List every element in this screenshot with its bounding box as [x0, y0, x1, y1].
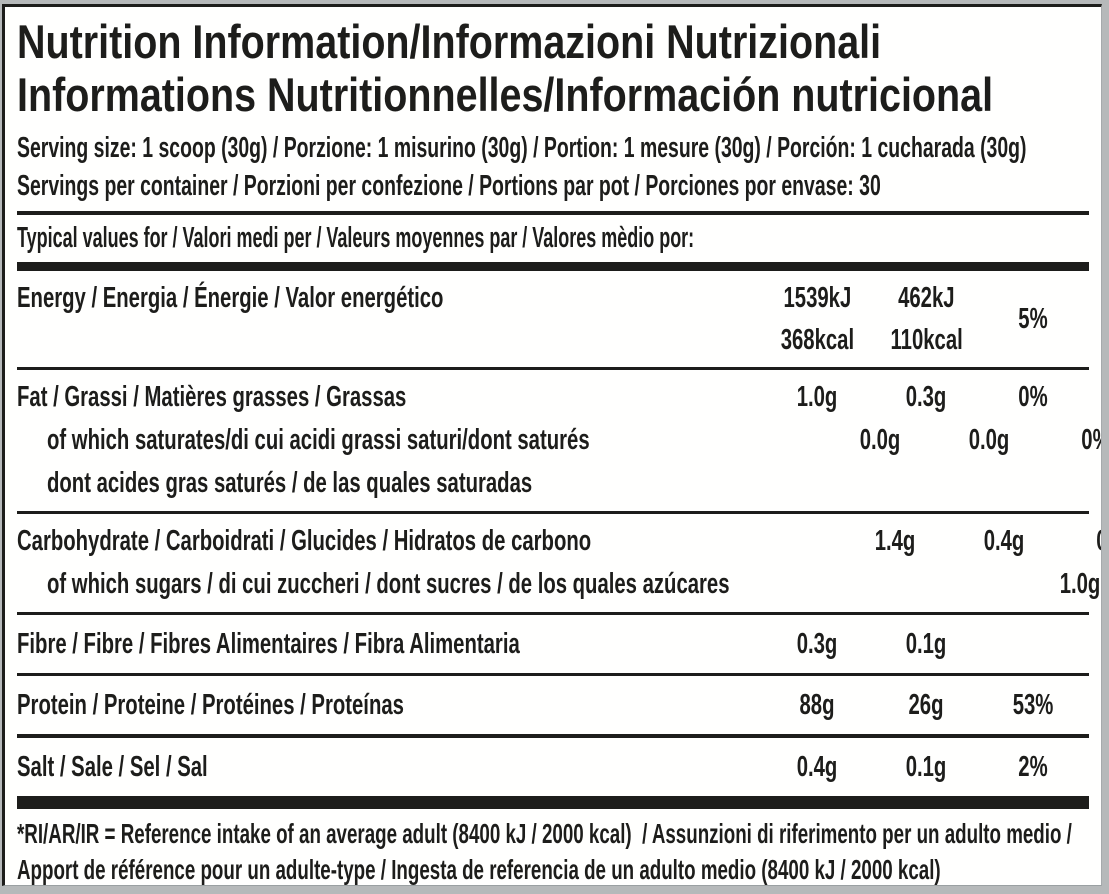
fibre-label: Fibre / Fibre / Fibres Alimentaires / Fi…	[17, 627, 520, 660]
title-line-2: Informations Nutritionnelles/Información…	[17, 68, 994, 121]
energy-value-100g: 1539kJ 368kcal	[780, 282, 854, 356]
carbohydrate-value-30g: 0.4g	[983, 525, 1025, 557]
saturates-label-cont: dont acides gras saturés / de las quales…	[47, 467, 533, 499]
fat-value-30g: 0.3g	[905, 381, 947, 413]
nutrition-label: Nutrition Information/Informazioni Nutri…	[2, 4, 1102, 886]
carbohydrate-label: Carbohydrate / Carboidrati / Glucides / …	[17, 525, 592, 557]
divider	[17, 511, 1089, 514]
salt-value-30g: 0.1g	[905, 750, 947, 783]
divider-bottom	[17, 796, 1089, 809]
footnote-text: *RI/AR/IR = Reference intake of an avera…	[17, 818, 1077, 885]
serving-size-line: Serving size: 1 scoop (30g) / Porzione: …	[17, 132, 1027, 164]
energy-value-ri: 5%	[1018, 302, 1048, 335]
row-protein: Protein / Proteine / Protéines / Proteín…	[17, 676, 1089, 734]
row-carbohydrate: Carbohydrate / Carboidrati / Glucides / …	[17, 520, 1101, 563]
row-fat-group: Fat / Grassi / Matières grasses / Grassa…	[17, 370, 1101, 511]
protein-value-ri: 53%	[1012, 688, 1054, 721]
divider-header	[17, 262, 1089, 271]
salt-value-ri: 2%	[1018, 750, 1048, 783]
energy-value-30g: 462kJ 110kcal	[890, 282, 963, 356]
reference-intake-footnote: *RI/AR/IR = Reference intake of an avera…	[17, 816, 1089, 885]
sugars-label: of which sugars / di cui zuccheri / dont…	[47, 568, 730, 600]
saturates-value-100g: 0.0g	[859, 424, 901, 456]
divider-top	[17, 211, 1089, 215]
fat-label: Fat / Grassi / Matières grasses / Grassa…	[17, 381, 407, 413]
divider	[17, 673, 1089, 676]
sugars-value-100g: 1.0g	[1059, 568, 1101, 600]
label-title: Nutrition Information/Informazioni Nutri…	[17, 15, 1089, 121]
divider	[17, 612, 1089, 615]
row-sugars: of which sugars / di cui zuccheri / dont…	[17, 563, 1100, 606]
title-line-1: Nutrition Information/Informazioni Nutri…	[17, 15, 882, 68]
protein-label: Protein / Proteine / Protéines / Proteín…	[17, 688, 404, 721]
protein-value-100g: 88g	[799, 688, 835, 721]
fibre-value-100g: 0.3g	[796, 627, 838, 660]
row-energy: Energy / Energia / Énergie / Valor energ…	[17, 271, 1089, 367]
fat-value-ri: 0%	[1018, 381, 1048, 413]
carbohydrate-value-ri: 0%	[1055, 525, 1101, 558]
row-salt: Salt / Sale / Sel / Sal 0.4g 0.1g 2%	[17, 738, 1089, 796]
saturates-label: of which saturates/di cui acidi grassi s…	[47, 424, 590, 456]
row-fat-saturates: of which saturates/di cui acidi grassi s…	[17, 419, 1101, 462]
saturates-value-ri: 0%	[1081, 424, 1101, 456]
fibre-value-ri	[977, 628, 1089, 661]
serving-info: Serving size: 1 scoop (30g) / Porzione: …	[17, 129, 1089, 205]
salt-value-100g: 0.4g	[796, 750, 838, 783]
saturates-value-30g: 0.0g	[968, 424, 1010, 456]
row-fat: Fat / Grassi / Matières grasses / Grassa…	[17, 376, 1089, 419]
row-fibre: Fibre / Fibre / Fibres Alimentaires / Fi…	[17, 615, 1089, 673]
salt-label: Salt / Sale / Sel / Sal	[17, 750, 208, 783]
column-header-label: Typical values for / Valori medi per / V…	[17, 222, 695, 254]
protein-value-30g: 26g	[908, 688, 944, 721]
row-fat-saturates-cont: dont acides gras saturés / de las quales…	[17, 462, 1089, 505]
servings-per-container-line: Servings per container / Porzioni per co…	[17, 170, 881, 202]
column-header-row: Typical values for / Valori medi per / V…	[17, 215, 1089, 262]
divider	[17, 367, 1089, 370]
energy-label: Energy / Energia / Énergie / Valor energ…	[17, 282, 444, 314]
fibre-value-30g: 0.1g	[905, 627, 947, 660]
divider	[17, 734, 1089, 738]
row-carbohydrate-group: Carbohydrate / Carboidrati / Glucides / …	[17, 514, 1101, 612]
carbohydrate-value-100g: 1.4g	[874, 525, 916, 557]
fat-value-100g: 1.0g	[796, 381, 838, 413]
